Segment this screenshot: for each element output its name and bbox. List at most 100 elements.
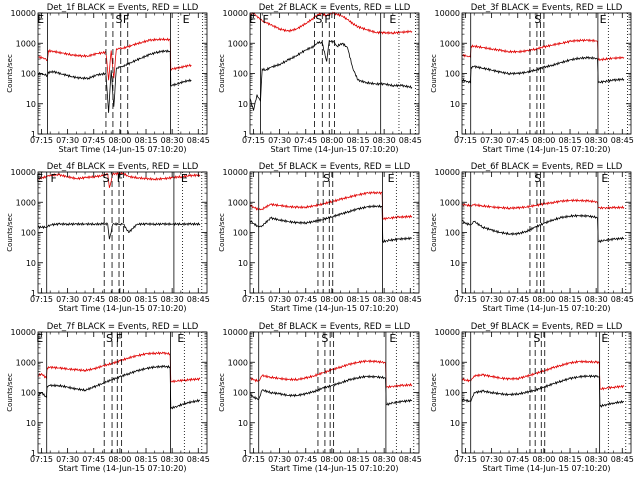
y-tick-label: 10 <box>238 100 248 109</box>
plot-frame <box>37 12 208 135</box>
x-tick-label: 08:30 <box>161 136 184 145</box>
region-label: F <box>51 172 57 185</box>
panel-title: Det_5f BLACK = Events, RED = LLD <box>259 162 411 172</box>
y-tick-label: 10 <box>238 259 248 268</box>
region-label: E <box>388 172 395 185</box>
x-tick-label: 07:45 <box>82 455 105 464</box>
y-axis-label: Counts/sec <box>6 54 14 93</box>
region-label: S <box>102 172 109 185</box>
y-tick-label: 100 <box>445 229 460 238</box>
y-axis-label: Counts/sec <box>6 213 14 252</box>
x-tick-label: 07:15 <box>454 455 477 464</box>
x-tick-label: 07:30 <box>268 136 291 145</box>
x-tick-label: 07:30 <box>56 136 79 145</box>
region-label: S <box>106 332 113 345</box>
y-tick-label: 1000 <box>440 39 460 48</box>
events-series-line <box>461 374 625 408</box>
x-axis-label: Start Time (14-Jun-15 07:10:20) <box>59 464 187 473</box>
region-label: S <box>315 13 322 26</box>
panel-title: Det_3f BLACK = Events, RED = LLD <box>471 3 623 13</box>
x-tick-label: 07:45 <box>82 295 105 304</box>
x-tick-label: 08:45 <box>611 295 634 304</box>
plot-frame <box>37 331 208 454</box>
x-tick-label: 07:15 <box>30 136 53 145</box>
y-tick-label: 1 <box>243 449 248 458</box>
lld-series-line <box>461 198 625 211</box>
y-tick-label: 10 <box>450 419 460 428</box>
x-tick-label: 08:45 <box>187 455 210 464</box>
x-tick-label: 08:30 <box>161 455 184 464</box>
lld-series-line <box>37 351 201 384</box>
y-tick-label: 100 <box>233 389 248 398</box>
y-tick-label: 100 <box>445 389 460 398</box>
region-label: E <box>177 332 184 345</box>
x-tick-label: 08:00 <box>108 455 131 464</box>
x-axis-label: Start Time (14-Jun-15 07:10:20) <box>271 145 399 154</box>
y-tick-label: 10000 <box>435 328 460 337</box>
y-tick-label: 1 <box>455 130 460 139</box>
y-tick-label: 100 <box>21 389 36 398</box>
x-tick-label: 07:30 <box>268 455 291 464</box>
region-label: E <box>389 332 396 345</box>
region-label: S <box>116 13 123 26</box>
region-label: S <box>323 172 330 185</box>
x-axis-label: Start Time (14-Jun-15 07:10:20) <box>483 145 611 154</box>
region-label: E <box>183 13 190 26</box>
region-label: F <box>324 13 330 26</box>
lld-series-line <box>249 359 413 389</box>
x-tick-label: 07:45 <box>506 295 529 304</box>
y-tick-label: 100 <box>445 70 460 79</box>
region-label: S <box>534 13 541 26</box>
x-tick-label: 07:15 <box>30 295 53 304</box>
x-tick-label: 08:30 <box>585 455 608 464</box>
lld-series-line <box>37 37 192 81</box>
y-axis-label: Counts/sec <box>430 54 438 93</box>
panel-title: Det_1f BLACK = Events, RED = LLD <box>47 3 199 13</box>
x-tick-label: 08:30 <box>585 295 608 304</box>
region-label: F <box>116 332 122 345</box>
plot-frame <box>461 171 632 294</box>
region-label: E <box>249 13 256 26</box>
x-tick-label: 08:45 <box>399 455 422 464</box>
y-tick-label: 10000 <box>11 168 36 177</box>
x-tick-label: 07:15 <box>242 455 265 464</box>
region-label: E <box>181 172 188 185</box>
y-tick-label: 100 <box>21 229 36 238</box>
y-tick-label: 10000 <box>223 328 248 337</box>
y-tick-label: 1 <box>31 130 36 139</box>
x-tick-label: 08:45 <box>187 136 210 145</box>
x-tick-label: 07:15 <box>242 295 265 304</box>
x-tick-label: 08:00 <box>532 136 555 145</box>
y-tick-label: 1000 <box>228 39 248 48</box>
x-tick-label: 08:45 <box>611 455 634 464</box>
events-series-line <box>461 213 625 244</box>
x-tick-label: 08:15 <box>558 136 581 145</box>
y-tick-label: 1000 <box>16 39 36 48</box>
y-tick-label: 10000 <box>435 9 460 18</box>
y-tick-label: 10000 <box>435 168 460 177</box>
panel-title: Det_2f BLACK = Events, RED = LLD <box>259 3 411 13</box>
x-tick-label: 08:00 <box>320 136 343 145</box>
y-axis-label: Counts/sec <box>6 373 14 412</box>
y-tick-label: 10 <box>26 259 36 268</box>
panel-title: Det_8f BLACK = Events, RED = LLD <box>259 322 411 332</box>
y-tick-label: 100 <box>233 229 248 238</box>
y-axis-label: Counts/sec <box>218 373 226 412</box>
x-axis-label: Start Time (14-Jun-15 07:10:20) <box>483 464 611 473</box>
x-tick-label: 08:30 <box>161 295 184 304</box>
y-axis-label: Counts/sec <box>430 373 438 412</box>
y-tick-label: 10000 <box>223 9 248 18</box>
lld-series-line <box>249 190 413 221</box>
x-tick-label: 07:45 <box>506 455 529 464</box>
events-series-line <box>37 364 201 410</box>
x-tick-label: 08:00 <box>108 295 131 304</box>
panel-title: Det_4f BLACK = Events, RED = LLD <box>47 162 199 172</box>
y-tick-label: 10000 <box>11 9 36 18</box>
region-label: E <box>600 13 607 26</box>
y-tick-label: 10 <box>26 419 36 428</box>
x-axis-label: Start Time (14-Jun-15 07:10:20) <box>483 304 611 313</box>
x-tick-label: 08:00 <box>320 455 343 464</box>
x-tick-label: 08:15 <box>134 295 157 304</box>
